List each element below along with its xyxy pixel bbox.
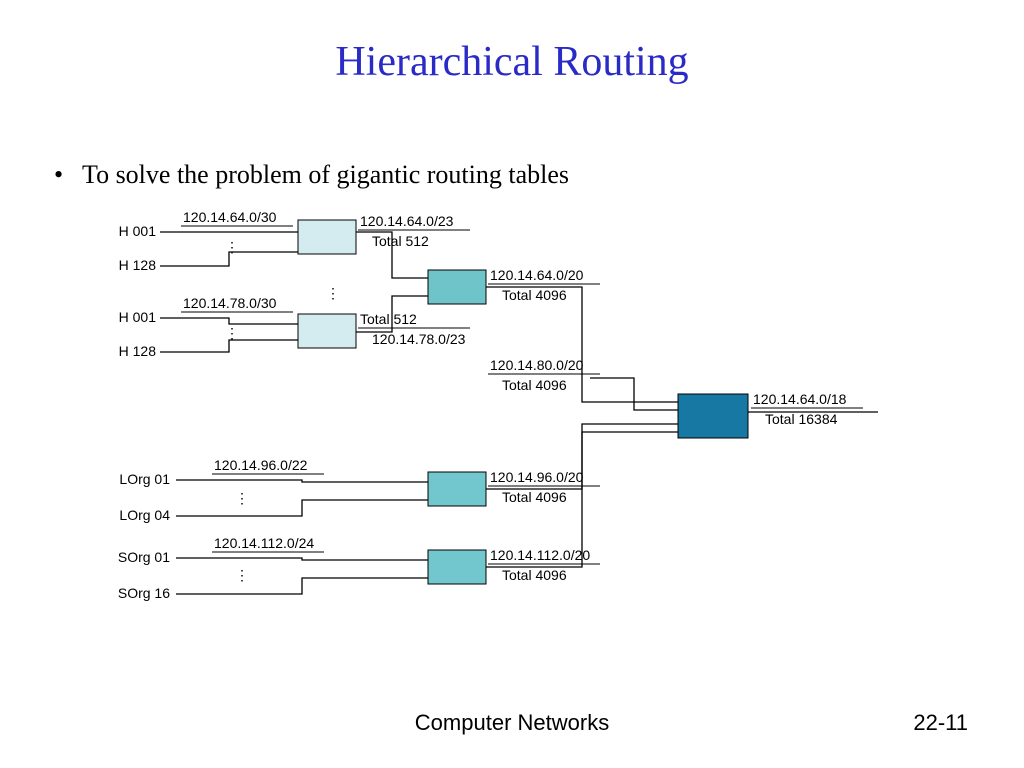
routing-diagram: H 001 H 128 H 001 H 128 LOrg 01 LOrg 04 SOrg 0… [98,212,928,642]
host-label: LOrg 01 [119,471,170,487]
edge-line [176,480,428,482]
host-label: H 001 [119,309,157,325]
router-node [298,220,356,254]
router-node [428,472,486,506]
network-label: 120.14.64.0/20 [490,267,584,283]
host-label: H 001 [119,223,157,239]
bullet-marker: • [54,160,82,190]
network-label: 120.14.64.0/23 [360,213,454,229]
total-label: Total 512 [372,233,429,249]
vertical-dots-icon: ⋮ [326,285,340,301]
vertical-dots-icon: ⋮ [235,567,249,583]
network-label: 120.14.64.0/18 [753,391,847,407]
edge-line [160,340,298,352]
host-label: SOrg 01 [118,549,170,565]
edge-line [176,500,428,516]
host-label: SOrg 16 [118,585,170,601]
network-label: Total 512 [360,311,417,327]
vertical-dots-icon: ⋮ [225,325,239,341]
total-label: Total 4096 [502,377,567,393]
host-label: LOrg 04 [119,507,170,523]
network-label: 120.14.64.0/30 [183,212,277,225]
slide-title: Hierarchical Routing [0,38,1024,86]
total-label: 120.14.78.0/23 [372,331,466,347]
bullet-item: •To solve the problem of gigantic routin… [54,160,569,190]
footer-center: Computer Networks [0,710,1024,736]
vertical-dots-icon: ⋮ [225,239,239,255]
total-label: Total 4096 [502,489,567,505]
router-node [428,550,486,584]
edge-line [176,578,428,594]
host-label: H 128 [119,257,157,273]
total-label: Total 4096 [502,287,567,303]
router-node [298,314,356,348]
router-node [428,270,486,304]
total-label: Total 4096 [502,567,567,583]
edge-line [160,318,298,324]
bullet-text: To solve the problem of gigantic routing… [82,160,569,189]
vertical-dots-icon: ⋮ [235,490,249,506]
slide: Hierarchical Routing •To solve the probl… [0,0,1024,768]
total-label: Total 16384 [765,411,838,427]
network-label: 120.14.96.0/22 [214,457,308,473]
host-label: H 128 [119,343,157,359]
network-label: 120.14.112.0/24 [214,535,314,551]
network-label: 120.14.80.0/20 [490,357,584,373]
footer-page-number: 22-11 [913,710,968,736]
edge-line [590,378,678,410]
network-label: 120.14.78.0/30 [183,295,277,311]
diagram-svg: H 001 H 128 H 001 H 128 LOrg 01 LOrg 04 SOrg 0… [98,212,928,642]
edge-line [176,558,428,560]
network-label: 120.14.96.0/20 [490,469,584,485]
router-node [678,394,748,438]
network-label: 120.14.112.0/20 [490,547,590,563]
